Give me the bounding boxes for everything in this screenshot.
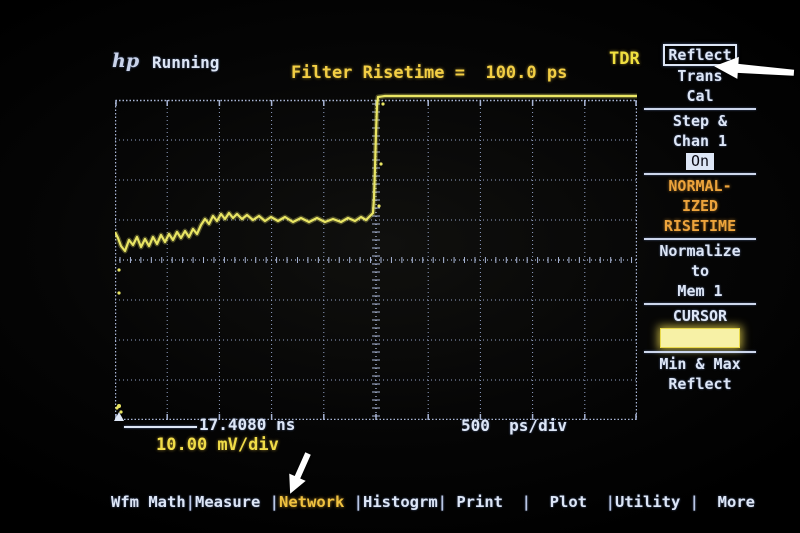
normalized-risetime-heading-line1: NORMAL- (668, 177, 732, 195)
cursor-value-box[interactable] (660, 328, 740, 348)
menu-item-more[interactable]: More (699, 493, 755, 511)
normalized-risetime-heading-line3: RISETIME (663, 217, 737, 235)
page-title: Filter Risetime = 100.0 ps (291, 63, 568, 83)
sidebar-divider (644, 173, 756, 175)
softkey-step-chan-line2[interactable]: Chan 1 (672, 132, 728, 150)
softkey-min-max-reflect-line2[interactable]: Reflect (668, 375, 732, 393)
softkey-normalize-line1[interactable]: Normalize (659, 242, 741, 260)
annotation-arrow-reflect (714, 56, 795, 79)
menu-separator: | (437, 493, 447, 511)
waveform-sample-dot (117, 291, 121, 295)
menu-separator: | (689, 493, 699, 511)
bottom-softkey-menu: Wfm Math|Measure |Network |Histogrm| Pri… (111, 493, 755, 511)
menu-item-network[interactable]: Network (279, 493, 354, 511)
menu-item-wfm-math[interactable]: Wfm Math (111, 493, 186, 511)
cursor-heading: CURSOR (672, 307, 728, 325)
menu-separator: | (185, 493, 195, 511)
waveform-sample-dot (379, 162, 383, 166)
graticule (115, 93, 637, 420)
step-chan-on-chip[interactable]: On (685, 153, 715, 170)
menu-separator: | (269, 493, 279, 511)
normalized-risetime-heading-line2: IZED (681, 197, 719, 215)
status-running: Running (152, 53, 220, 72)
waveform-sample-dot (377, 204, 381, 208)
menu-item-histogrm[interactable]: Histogrm (363, 493, 438, 511)
trace-start-dot (117, 404, 121, 408)
softkey-reflect[interactable]: Reflect (642, 44, 758, 66)
tdr-menu-label: TDR (609, 49, 640, 69)
delay-reference-line (124, 426, 197, 428)
menu-item-plot[interactable]: Plot (531, 493, 606, 511)
vertical-scale-readout: 10.00 mV/div (156, 435, 279, 455)
softkey-reflect-label[interactable]: Reflect (663, 44, 737, 66)
waveform-sample-dot (381, 102, 385, 106)
waveform-sample-dot (117, 268, 121, 272)
menu-item-utility[interactable]: Utility (615, 493, 690, 511)
menu-separator: | (605, 493, 615, 511)
sidebar-divider (644, 108, 756, 110)
horizontal-scale-readout: 500 ps/div (461, 416, 567, 435)
softkey-sidebar: Reflect Trans Cal Step & Chan 1 On NORMA… (642, 44, 758, 394)
delay-readout: 17.4080 ns (199, 415, 296, 434)
softkey-step-chan-line1[interactable]: Step & (672, 112, 728, 130)
annotation-arrow-network (289, 452, 311, 494)
sidebar-divider (644, 303, 756, 305)
sidebar-divider (644, 351, 756, 353)
softkey-min-max-reflect-line1[interactable]: Min & Max (659, 355, 741, 373)
sidebar-divider (644, 238, 756, 240)
reference-marker-icon (114, 412, 124, 421)
menu-separator: | (353, 493, 363, 511)
menu-separator: | (521, 493, 531, 511)
hp-logo: hp (112, 50, 140, 72)
softkey-trans[interactable]: Trans (677, 67, 723, 85)
menu-item-print[interactable]: Print (447, 493, 522, 511)
menu-item-measure[interactable]: Measure (195, 493, 270, 511)
softkey-normalize-line3[interactable]: Mem 1 (677, 282, 723, 300)
waveform-trace (115, 94, 637, 253)
softkey-cal[interactable]: Cal (686, 87, 714, 105)
softkey-step-chan-state[interactable]: On (642, 151, 758, 171)
softkey-normalize-line2[interactable]: to (690, 262, 710, 280)
